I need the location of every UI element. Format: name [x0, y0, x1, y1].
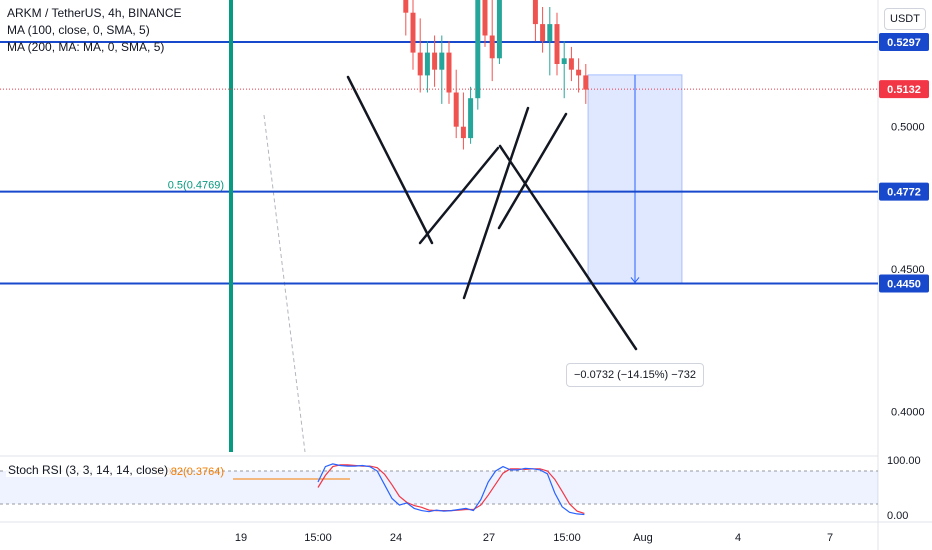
candle-body — [547, 24, 553, 42]
trend-line — [462, 106, 530, 300]
chart-title[interactable]: ARKM / TetherUS, 4h, BINANCE — [7, 6, 182, 20]
currency-button[interactable]: USDT — [884, 8, 926, 30]
time-tick-label: Aug — [633, 532, 653, 544]
candle-body — [432, 52, 438, 70]
fib-level-label: 0.5(0.4769) — [168, 180, 224, 192]
rsi-tick-label: 100.00 — [887, 455, 921, 467]
time-tick-label: 15:00 — [553, 532, 581, 544]
candle-body — [475, 0, 481, 99]
fib-level-label: 0.382(0.3764) — [156, 466, 225, 478]
stoch-rsi-label[interactable]: Stoch RSI (3, 3, 14, 14, close) — [6, 463, 171, 477]
time-tick-label: 27 — [483, 532, 495, 544]
stoch-rsi-k-line — [317, 463, 585, 516]
rsi-tick-label: 0.00 — [887, 510, 908, 522]
trend-line — [497, 112, 568, 230]
measure-label: −0.0732 (−14.15%) −732 — [566, 363, 705, 387]
candle-body — [446, 52, 452, 93]
candle-body — [568, 58, 574, 70]
time-tick-label: 19 — [235, 532, 247, 544]
trend-line — [346, 75, 434, 245]
candle-body — [410, 12, 416, 53]
price-tick-label: 0.5000 — [891, 122, 925, 134]
candle-body — [583, 75, 589, 90]
level-price-tag — [879, 33, 929, 52]
level-price-tag-label: 0.4450 — [887, 278, 921, 290]
candle-body — [489, 35, 495, 59]
trend-line — [498, 144, 638, 351]
time-tick-label: 24 — [390, 532, 402, 544]
candle-body — [482, 0, 488, 36]
level-price-tag-label: 0.5297 — [887, 37, 921, 49]
candle-body — [403, 0, 409, 13]
ma200-label[interactable]: MA (200, MA: MA, 0, SMA, 5) — [7, 40, 165, 54]
time-tick-label: 7 — [827, 532, 833, 544]
candle-body — [561, 58, 567, 64]
candle-body — [453, 92, 459, 127]
candle-body — [554, 24, 560, 65]
candle-body — [417, 52, 423, 76]
candle-body — [439, 52, 445, 70]
level-price-tag — [879, 182, 929, 201]
last-price-tag — [879, 80, 929, 99]
candle-body — [460, 126, 466, 139]
candle-body — [468, 98, 474, 139]
time-tick-label: 4 — [735, 532, 741, 544]
time-tick-label: 15:00 — [304, 532, 332, 544]
level-price-tag-label: 0.4772 — [887, 187, 921, 199]
candle-body — [496, 0, 502, 59]
trend-line — [418, 146, 500, 245]
last-price-tag-label: 0.5132 — [887, 84, 921, 96]
candle-body — [424, 52, 430, 76]
candle-body — [576, 69, 582, 76]
candle-body — [532, 0, 538, 25]
level-price-tag — [879, 274, 929, 293]
price-tick-label: 0.4500 — [891, 264, 925, 276]
chart-legend: ARKM / TetherUS, 4h, BINANCE MA (100, cl… — [7, 5, 182, 56]
price-tick-label: 0.4000 — [891, 407, 925, 419]
ma100-label[interactable]: MA (100, close, 0, SMA, 5) — [7, 23, 150, 37]
candle-body — [540, 24, 546, 42]
